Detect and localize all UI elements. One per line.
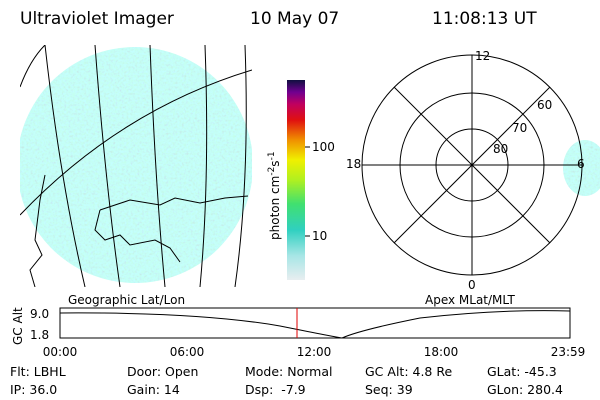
grid-line xyxy=(234,45,247,287)
polar-plot: 12 18 6 0 60 70 80 xyxy=(346,49,600,292)
info-field: GC Alt: 4.8 Re xyxy=(365,364,452,379)
plot-frame xyxy=(59,307,571,339)
auroral-image xyxy=(20,47,252,283)
lat-label: 60 xyxy=(537,98,552,112)
mlt-label: 6 xyxy=(577,157,585,171)
x-tick-label: 00:00 xyxy=(43,345,78,359)
lat-label: 70 xyxy=(512,121,527,135)
panel-label: Apex MLat/MLT xyxy=(425,293,515,307)
label-text: photon cm xyxy=(268,176,282,240)
date: 10 May 07 xyxy=(250,9,339,29)
instrument: Ultraviolet Imager xyxy=(20,9,174,29)
x-tick-label: 06:00 xyxy=(170,345,205,359)
mlt-line xyxy=(393,86,551,244)
mlt-label: 12 xyxy=(475,49,490,63)
info-field: IP: 36.0 xyxy=(10,382,57,397)
grid-line xyxy=(199,45,208,287)
info-field: GLat: -45.3 xyxy=(487,364,557,379)
label-exp: -2 xyxy=(267,167,277,176)
info-field: Door: Open xyxy=(127,364,198,379)
label-text: s xyxy=(268,160,282,166)
grid-line xyxy=(44,45,86,287)
y-tick-label: 9.0 xyxy=(30,307,49,321)
x-tick-label: 18:00 xyxy=(424,345,459,359)
coastline xyxy=(29,174,249,287)
info-field: Seq: 39 xyxy=(365,382,413,397)
label-exp: -1 xyxy=(267,151,277,160)
altitude-plot: 9.0 1.8 GC Alt 00:00 06:00 12:00 18:00 2… xyxy=(11,307,585,359)
info-field: Gain: 14 xyxy=(127,382,180,397)
time: 11:08:13 UT xyxy=(432,9,537,29)
colorbar-tick-label: 10 xyxy=(312,229,327,243)
x-tick-label: 23:59 xyxy=(551,345,586,359)
grid-line xyxy=(20,69,252,216)
info-field: Flt: LBHL xyxy=(10,364,66,379)
colorbar xyxy=(287,80,305,280)
mlt-label: 0 xyxy=(468,278,476,292)
panel-label: Geographic Lat/Lon xyxy=(68,293,185,307)
grid-line xyxy=(149,45,166,287)
colorbar-tick-label: 100 xyxy=(312,140,335,154)
geographic-image xyxy=(20,45,252,287)
lat-label: 80 xyxy=(493,142,508,156)
grid-line xyxy=(20,45,46,88)
y-axis-label: GC Alt xyxy=(11,307,25,345)
colorbar-label: photon cm-2s-1 xyxy=(267,151,282,240)
grid-line xyxy=(94,45,121,287)
mlt-label: 18 xyxy=(346,157,361,171)
info-field: Mode: Normal xyxy=(245,364,332,379)
info-panel: Flt: LBHL Door: Open Mode: Normal GC Alt… xyxy=(10,364,563,397)
altitude-curve xyxy=(59,310,571,339)
info-field: Dsp: -7.9 xyxy=(245,382,306,397)
info-field: GLon: 280.4 xyxy=(487,382,563,397)
y-tick-label: 1.8 xyxy=(30,328,49,342)
x-tick-label: 12:00 xyxy=(297,345,332,359)
